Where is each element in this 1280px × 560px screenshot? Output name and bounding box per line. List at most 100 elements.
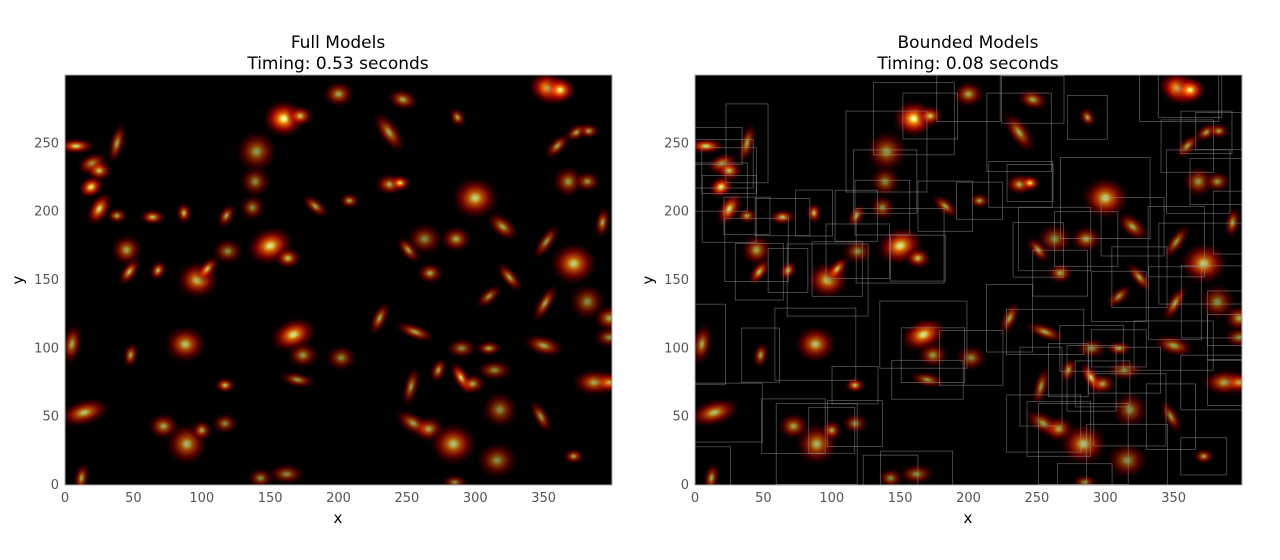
y-tick-label: 0 xyxy=(51,478,59,493)
source-blob xyxy=(117,256,142,287)
bounding-box xyxy=(1006,394,1082,453)
y-tick-label: 50 xyxy=(42,410,59,425)
source-blob xyxy=(1177,240,1230,287)
bounding-box xyxy=(900,327,966,383)
source-blob xyxy=(1181,164,1216,199)
bounding-box xyxy=(767,248,809,293)
source-blob xyxy=(273,246,303,270)
bounding-box xyxy=(741,327,780,383)
bounding-box xyxy=(695,382,763,443)
bounding-box xyxy=(774,307,857,381)
source-blob xyxy=(824,254,851,284)
source-blob xyxy=(105,207,129,225)
bounding-box xyxy=(855,208,945,284)
source-blob xyxy=(285,104,315,128)
source-blob xyxy=(1104,440,1151,481)
bounding-box xyxy=(695,446,731,485)
x-tick-label: 50 xyxy=(755,491,772,506)
source-blob xyxy=(1222,303,1242,333)
source-blob xyxy=(707,174,735,200)
bounding-box xyxy=(724,217,789,283)
source-blob xyxy=(915,104,945,128)
y-tick-label: 100 xyxy=(664,341,689,356)
source-blob xyxy=(1222,325,1242,349)
source-blob xyxy=(427,421,480,467)
source-blob xyxy=(190,418,214,442)
x-tick-label: 150 xyxy=(258,491,283,506)
source-blob xyxy=(1223,205,1242,240)
x-tick-label: 200 xyxy=(956,491,981,506)
bounding-box xyxy=(1053,211,1119,267)
bounding-box xyxy=(734,243,784,301)
source-blob xyxy=(1078,106,1097,129)
x-tick-label: 200 xyxy=(326,491,351,506)
source-blob xyxy=(1018,174,1042,192)
bounding-box xyxy=(1111,246,1168,309)
bounding-box xyxy=(786,243,869,317)
source-blob xyxy=(1124,260,1154,294)
y-axis-label: y xyxy=(9,275,27,284)
bounding-box xyxy=(880,450,954,485)
source-blob xyxy=(210,412,240,435)
source-blob xyxy=(324,343,359,373)
bounding-box xyxy=(1026,401,1091,457)
bounding-box xyxy=(827,400,883,447)
x-tick-label: 100 xyxy=(189,491,214,506)
bounding-box xyxy=(1212,190,1242,255)
source-blob xyxy=(1088,372,1117,396)
y-tick-label: 0 xyxy=(681,478,689,493)
bounding-box xyxy=(1158,222,1242,305)
x-tick-label: 250 xyxy=(394,491,419,506)
source-blob xyxy=(1030,364,1052,409)
source-blob xyxy=(1161,222,1192,262)
source-blob xyxy=(449,175,502,221)
bounding-box xyxy=(879,300,968,369)
bounding-box xyxy=(1148,266,1202,341)
y-tick-label: 50 xyxy=(672,410,689,425)
source-blob xyxy=(792,324,839,365)
source-blob xyxy=(820,418,844,442)
bounding-box xyxy=(854,179,911,236)
bounding-box xyxy=(1091,270,1147,322)
bounding-box xyxy=(1074,360,1131,408)
x-tick-label: 0 xyxy=(691,491,699,506)
source-blob xyxy=(458,372,487,396)
source-blob xyxy=(428,356,448,385)
bounding-box xyxy=(1180,265,1242,339)
x-axis-ticks: 0 50 100 150 200 250 300 350 xyxy=(691,491,1186,506)
source-blob xyxy=(542,75,578,105)
source-blob xyxy=(695,321,714,367)
x-tick-label: 0 xyxy=(61,491,69,506)
x-axis-label: x xyxy=(334,509,343,527)
bounding-box xyxy=(986,284,1033,353)
source-blob xyxy=(1058,356,1078,385)
source-blob xyxy=(1161,282,1189,324)
source-blob xyxy=(531,222,562,262)
bounding-box xyxy=(1157,75,1223,118)
source-blob xyxy=(393,320,437,344)
y-tick-label: 150 xyxy=(664,273,689,288)
source-blob xyxy=(337,192,361,210)
bounding-box xyxy=(754,198,811,237)
bounding-box xyxy=(695,139,754,189)
bounding-box xyxy=(1207,314,1242,361)
bounding-box xyxy=(852,149,918,214)
source-blob xyxy=(751,340,770,370)
y-tick-label: 250 xyxy=(664,136,689,151)
source-blob xyxy=(285,340,321,370)
source-blob xyxy=(907,370,948,389)
bounding-box xyxy=(811,241,863,297)
bounding-box xyxy=(1180,354,1242,411)
source-blob xyxy=(1015,87,1050,112)
source-blob xyxy=(1109,389,1150,430)
bounding-box xyxy=(695,303,726,385)
bounding-box xyxy=(761,398,826,454)
source-blob xyxy=(138,208,167,226)
source-blob xyxy=(1207,122,1231,140)
heatmap-sources xyxy=(65,75,612,485)
bounding-box xyxy=(701,175,757,243)
source-blob xyxy=(440,473,470,485)
x-tick-label: 150 xyxy=(888,491,913,506)
source-blob xyxy=(216,202,237,229)
source-blob xyxy=(400,364,422,409)
